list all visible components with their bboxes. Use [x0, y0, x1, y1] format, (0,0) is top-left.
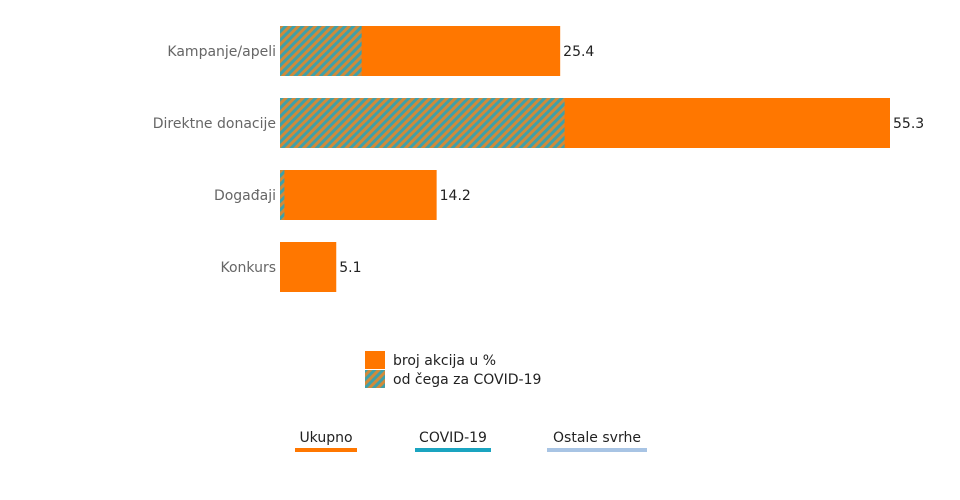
- legend-label-total: broj akcija u %: [393, 353, 496, 369]
- legend-label-covid: od čega za COVID-19: [393, 372, 541, 388]
- category-label-konkurs: Konkurs: [220, 260, 276, 276]
- tab-covid-19-label: COVID-19: [419, 430, 487, 446]
- category-label-kampanje-apeli: Kampanje/apeli: [167, 44, 276, 60]
- tab-ukupno[interactable]: Ukupno: [295, 430, 357, 452]
- category-label-direktne-donacije: Direktne donacije: [153, 116, 276, 132]
- bar-total-konkurs: [280, 242, 337, 292]
- bar-covid-dogadaji: [280, 170, 285, 220]
- bar-chart: Kampanje/apeli 25.4 Direktne donacije 55.3 D…: [153, 26, 924, 388]
- value-label-dogadaji: 14.2: [440, 188, 471, 204]
- bars-layer: Kampanje/apeli 25.4 Direktne donacije 55.3 D…: [153, 26, 924, 292]
- category-label-dogadaji: Događaji: [214, 188, 276, 204]
- bar-total-dogadaji: [280, 170, 437, 220]
- value-label-kampanje-apeli: 25.4: [563, 44, 594, 60]
- tab-covid-19-underline: [415, 448, 491, 452]
- value-label-direktne-donacije: 55.3: [893, 116, 924, 132]
- tab-ostale-svrhe-label: Ostale svrhe: [553, 430, 641, 446]
- tab-ostale-svrhe-underline: [547, 448, 647, 452]
- tab-ostale-svrhe[interactable]: Ostale svrhe: [547, 430, 647, 452]
- bar-covid-kampanje-apeli: [280, 26, 362, 76]
- tab-ukupno-underline: [295, 448, 357, 452]
- value-label-konkurs: 5.1: [339, 260, 361, 276]
- bar-covid-direktne-donacije: [280, 98, 565, 148]
- tab-covid-19[interactable]: COVID-19: [415, 430, 491, 452]
- tab-ukupno-label: Ukupno: [299, 430, 353, 446]
- legend-swatch-covid: [365, 370, 385, 388]
- view-tabs: Ukupno COVID-19 Ostale svrhe: [0, 430, 960, 460]
- legend-swatch-total: [365, 351, 385, 369]
- legend: broj akcija u % od čega za COVID-19: [365, 351, 541, 388]
